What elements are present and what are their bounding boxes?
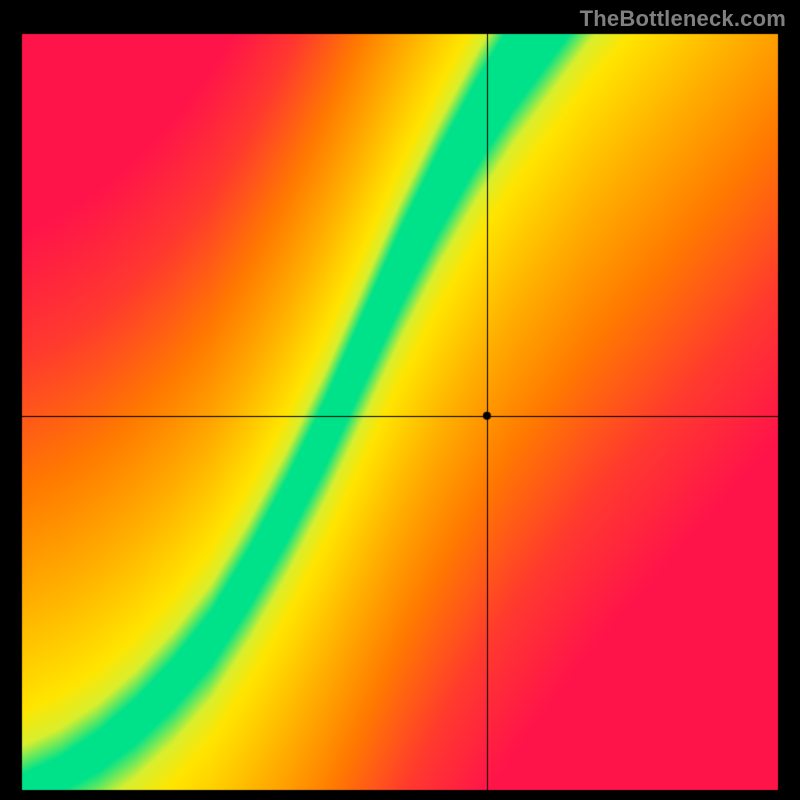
bottleneck-heatmap (0, 0, 800, 800)
chart-container: { "watermark": { "text": "TheBottleneck.… (0, 0, 800, 800)
watermark-text: TheBottleneck.com (580, 6, 786, 32)
